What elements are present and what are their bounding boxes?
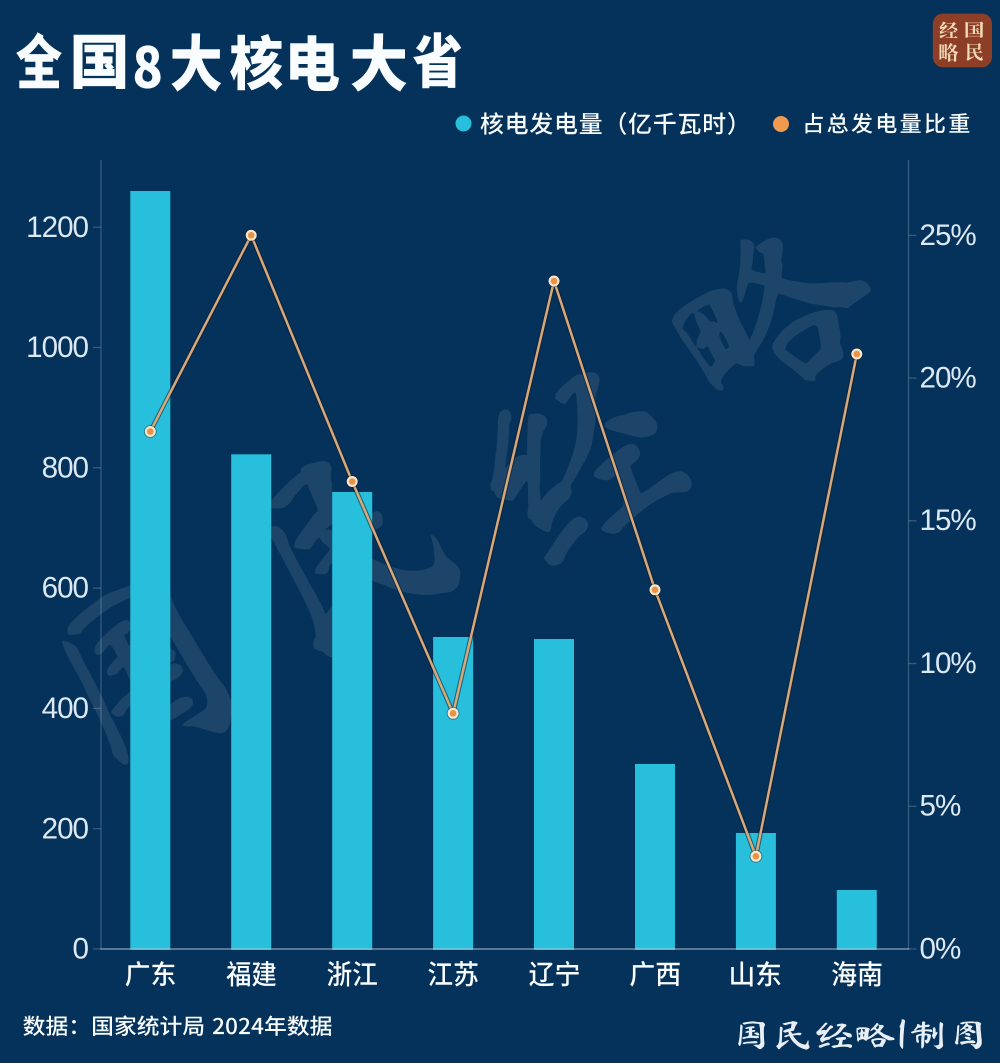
svg-text:5%: 5% <box>920 790 961 823</box>
svg-text:600: 600 <box>42 572 89 605</box>
svg-text:20%: 20% <box>920 362 977 395</box>
svg-text:25%: 25% <box>920 219 977 252</box>
svg-text:15%: 15% <box>920 504 977 537</box>
svg-text:1200: 1200 <box>26 211 88 244</box>
svg-text:200: 200 <box>42 812 89 845</box>
svg-text:1000: 1000 <box>26 331 88 364</box>
svg-text:10%: 10% <box>920 647 977 680</box>
svg-text:400: 400 <box>42 692 89 725</box>
svg-text:800: 800 <box>42 451 89 484</box>
svg-text:0: 0 <box>73 933 89 966</box>
svg-text:0%: 0% <box>920 932 961 965</box>
